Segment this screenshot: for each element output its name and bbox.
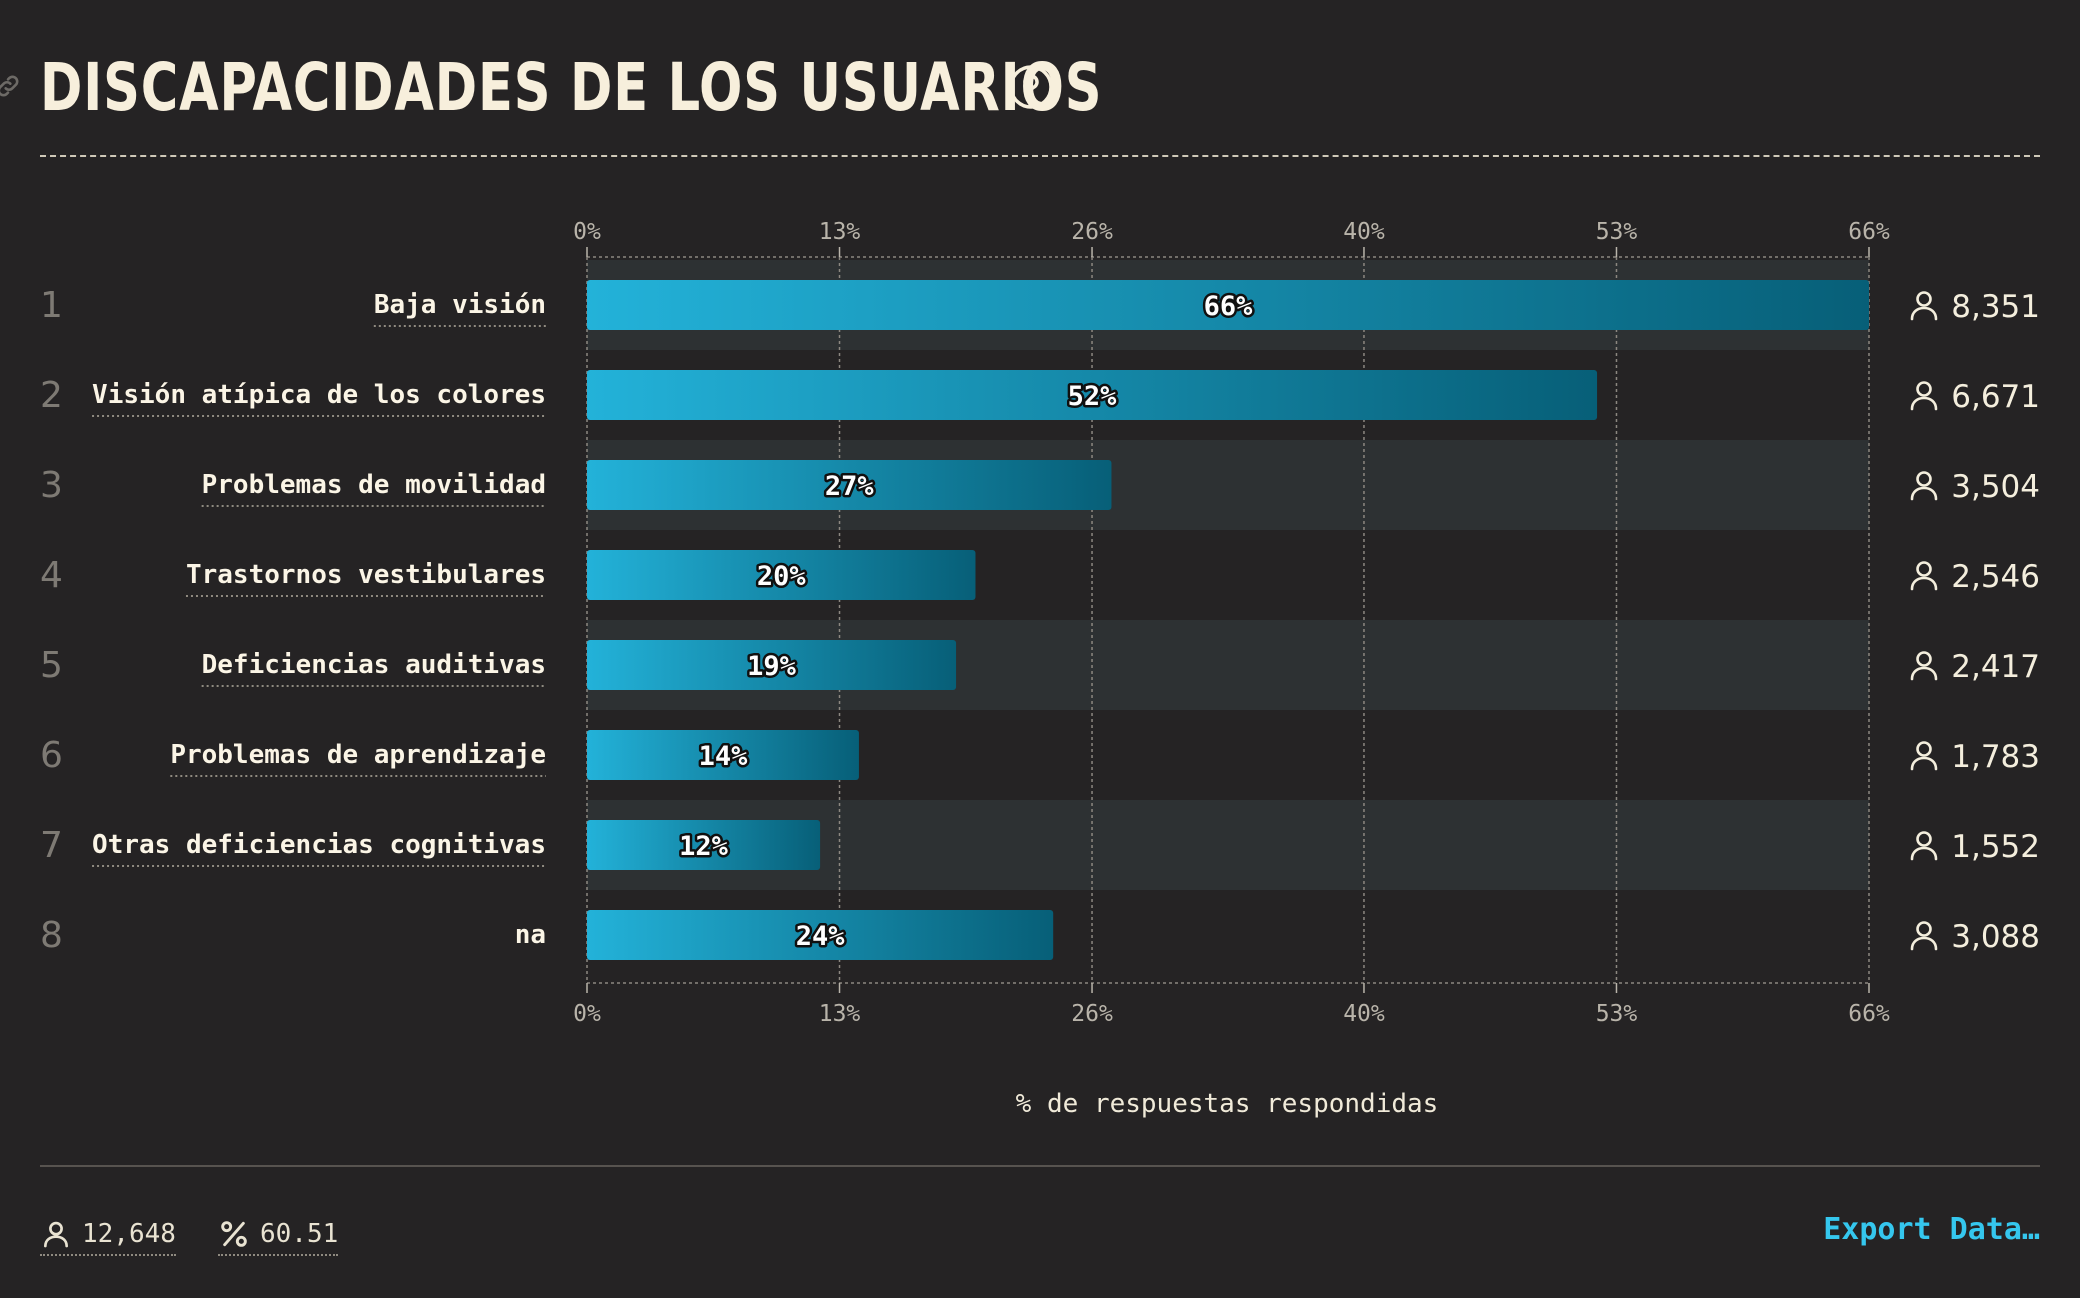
x-tick-label: 26% (1071, 219, 1113, 245)
rank-number: 4 (40, 555, 63, 596)
response-percentage[interactable]: 60.51 (218, 1214, 339, 1256)
user-icon (1910, 381, 1938, 411)
user-icon (1910, 921, 1938, 951)
rank-number: 6 (40, 735, 63, 776)
bar-value-label: 20% (757, 561, 807, 592)
user-icon (1910, 561, 1938, 591)
rank-number: 1 (40, 285, 63, 326)
chart-title: DISCAPACIDADES DE LOS USUARIOS (40, 49, 1103, 126)
rank-number: 3 (40, 465, 63, 506)
bar-value-label: 52% (1068, 381, 1118, 412)
x-tick-label: 40% (1343, 1001, 1385, 1027)
bar-chart: 0% 13% 26% 40% 53% 66% 0% 13% 26% 40% 53% 66% 66% 5… (40, 219, 2040, 1119)
x-tick-label: 53% (1596, 1001, 1638, 1027)
bar[interactable] (587, 460, 1112, 510)
link-icon[interactable] (0, 72, 22, 100)
bar[interactable] (587, 640, 957, 690)
bar-value-label: 14% (699, 741, 749, 772)
user-icon (44, 1221, 68, 1248)
bar-value-label: 19% (747, 651, 797, 682)
x-tick-label: 40% (1343, 219, 1385, 245)
x-tick-label: 13% (819, 219, 861, 245)
x-tick-label: 13% (819, 1001, 861, 1027)
rank-number: 5 (40, 645, 63, 686)
help-icon[interactable] (1007, 63, 1055, 111)
x-tick-label: 26% (1071, 1001, 1113, 1027)
bar[interactable] (587, 370, 1598, 420)
total-respondents-value: 12,648 (82, 1219, 176, 1249)
user-icon (1910, 831, 1938, 861)
bar[interactable] (587, 280, 1869, 330)
respondent-count: 2,417 (1951, 649, 2040, 685)
user-icon (1910, 471, 1938, 501)
x-tick-label: 0% (573, 219, 601, 245)
category-label[interactable]: Otras deficiencias cognitivas (92, 830, 546, 860)
category-label[interactable]: Deficiencias auditivas (202, 650, 546, 680)
category-label[interactable]: Trastornos vestibulares (186, 560, 546, 590)
respondent-count: 1,552 (1951, 829, 2040, 865)
x-tick-label: 53% (1596, 219, 1638, 245)
bar[interactable] (587, 730, 859, 780)
respondent-count: 3,088 (1951, 919, 2040, 955)
x-tick-label: 0% (573, 1001, 601, 1027)
respondent-count: 1,783 (1951, 739, 2040, 775)
x-tick-label: 66% (1848, 1001, 1890, 1027)
bar-value-label: 66% (1204, 291, 1254, 322)
export-data-button[interactable]: Export Data… (1823, 1212, 2040, 1247)
respondent-count: 2,546 (1951, 559, 2040, 595)
footer-divider (40, 1165, 2040, 1167)
x-tick-label: 66% (1848, 219, 1890, 245)
percent-icon (221, 1221, 247, 1247)
user-icon (1910, 291, 1938, 321)
category-label[interactable]: Baja visión (374, 290, 546, 320)
respondent-count: 3,504 (1951, 469, 2040, 505)
bar-value-label: 24% (796, 921, 846, 952)
rank-number: 2 (40, 375, 63, 416)
rank-number: 8 (40, 915, 63, 956)
x-axis-title: % de respuestas respondidas (1016, 1089, 1439, 1119)
category-label[interactable]: Problemas de aprendizaje (170, 740, 546, 770)
bar[interactable] (587, 550, 976, 600)
bar[interactable] (587, 910, 1054, 960)
respondent-count: 8,351 (1951, 289, 2040, 325)
user-icon (1910, 651, 1938, 681)
bar-value-label: 27% (825, 471, 875, 502)
respondent-count: 6,671 (1951, 379, 2040, 415)
total-respondents[interactable]: 12,648 (40, 1214, 176, 1256)
bar-value-label: 12% (679, 831, 729, 862)
response-percentage-value: 60.51 (260, 1219, 339, 1249)
category-label[interactable]: Problemas de movilidad (202, 470, 546, 500)
user-icon (1910, 741, 1938, 771)
category-label[interactable]: na (515, 920, 546, 950)
rank-number: 7 (40, 825, 63, 866)
bar[interactable] (587, 820, 821, 870)
category-label[interactable]: Visión atípica de los colores (92, 380, 546, 410)
title-divider (40, 155, 2040, 157)
